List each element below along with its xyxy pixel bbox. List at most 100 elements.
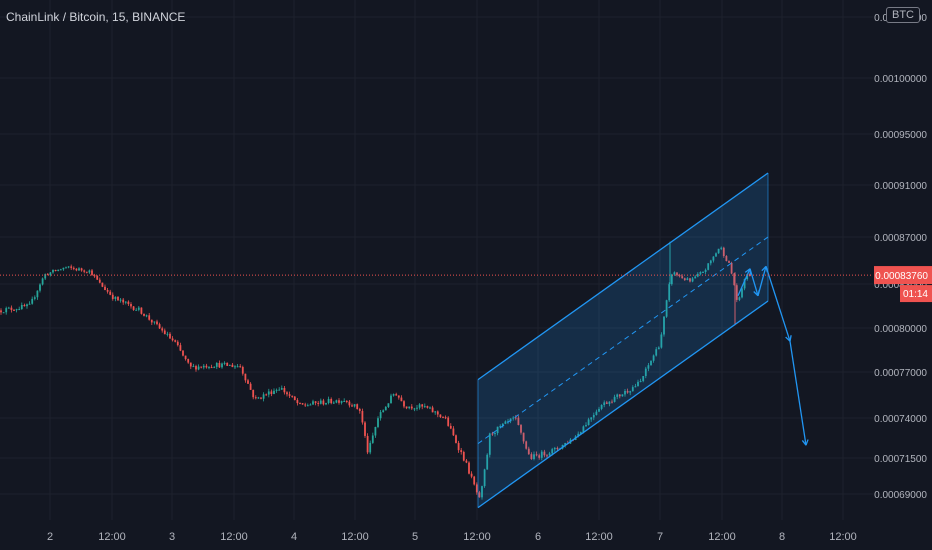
candle-body xyxy=(683,278,686,281)
y-tick-label: 0.00100000 xyxy=(874,74,927,85)
y-tick-label: 0.00087000 xyxy=(874,233,927,244)
candle-body xyxy=(182,350,184,356)
candle-body xyxy=(273,390,275,395)
candle-body xyxy=(696,273,699,277)
candle-body xyxy=(642,376,645,382)
candle-body xyxy=(306,405,309,407)
forecast-arrowhead xyxy=(801,440,807,446)
candle-body xyxy=(709,260,712,264)
candle-body xyxy=(613,396,616,402)
candle-body xyxy=(390,395,392,404)
candle-body xyxy=(54,269,57,272)
candle-body xyxy=(452,428,455,436)
candle-body xyxy=(325,403,327,405)
candle-body xyxy=(520,425,522,433)
candle-body xyxy=(312,401,314,405)
candle-body xyxy=(715,253,717,257)
candle-body xyxy=(301,403,304,405)
candle-body xyxy=(153,321,156,323)
x-tick-label: 3 xyxy=(169,531,175,543)
candle-body xyxy=(91,270,93,276)
candle-body xyxy=(535,454,538,456)
time-axis[interactable]: 2 12:00 3 12:00 4 12:00 5 12:00 6 12:00 7 12:00 8 12:… xyxy=(0,520,932,550)
candle-body xyxy=(101,282,104,287)
candle-body xyxy=(117,296,119,301)
current-price-value: 0.00083760 xyxy=(875,271,928,282)
channel-lower-line[interactable] xyxy=(477,300,769,509)
candle-body xyxy=(148,315,151,320)
candle-body xyxy=(434,411,437,413)
currency-button[interactable]: BTC xyxy=(886,7,920,23)
candle-body xyxy=(93,275,96,277)
candle-body xyxy=(322,400,325,405)
candle-body xyxy=(171,338,174,341)
forecast-arrowhead xyxy=(753,291,759,297)
candle-body xyxy=(449,425,452,429)
candle-body xyxy=(725,256,728,262)
candle-body xyxy=(551,449,554,454)
candle-body xyxy=(361,410,364,423)
candle-body xyxy=(712,256,715,261)
candle-body xyxy=(478,492,481,498)
candle-body xyxy=(356,404,359,409)
candle-body xyxy=(202,365,205,368)
candle-body xyxy=(418,404,421,408)
forecast-segment[interactable] xyxy=(757,266,767,296)
forecast-segment[interactable] xyxy=(765,266,791,342)
candle-body xyxy=(226,362,229,366)
candle-body xyxy=(345,400,348,402)
candle-body xyxy=(748,274,751,277)
candle-body xyxy=(527,448,530,455)
candle-body xyxy=(78,268,80,271)
candle-body xyxy=(197,366,200,370)
candle-body xyxy=(98,279,101,283)
candle-body xyxy=(283,388,286,393)
candle-body xyxy=(611,401,613,403)
candle-body xyxy=(270,391,273,395)
candle-body xyxy=(543,451,546,456)
candle-body xyxy=(286,392,288,395)
x-tick-label: 7 xyxy=(657,531,663,543)
candle-body xyxy=(395,394,398,396)
candle-body xyxy=(577,433,580,437)
candle-body xyxy=(663,316,665,335)
candle-body xyxy=(608,401,611,404)
candle-body xyxy=(371,435,374,443)
forecast-segment[interactable] xyxy=(737,268,751,296)
candle-body xyxy=(722,247,725,257)
candle-body xyxy=(650,360,652,366)
candle-body xyxy=(88,270,91,273)
candle-body xyxy=(436,411,439,415)
candle-body xyxy=(267,391,270,395)
candle-body xyxy=(670,274,673,285)
candle-body xyxy=(499,426,502,428)
candle-body xyxy=(504,421,507,424)
candle-body xyxy=(161,328,164,331)
candle-body xyxy=(231,364,234,368)
candle-body xyxy=(59,269,62,271)
candle-body xyxy=(187,359,190,363)
candle-body xyxy=(410,406,413,409)
candle-body xyxy=(743,279,746,289)
candle-body xyxy=(278,389,281,391)
candle-body xyxy=(585,425,587,427)
channel-upper-line[interactable] xyxy=(477,172,769,381)
candle-body xyxy=(455,435,457,443)
symbol-title[interactable]: ChainLink / Bitcoin, 15, BINANCE xyxy=(6,10,186,24)
candle-body xyxy=(140,307,143,314)
candle-body xyxy=(525,441,528,449)
candle-body xyxy=(130,304,132,307)
candle-body xyxy=(23,304,26,307)
candle-body xyxy=(137,307,140,310)
candle-body xyxy=(481,486,483,498)
forecast-segment[interactable] xyxy=(789,341,807,446)
candle-body xyxy=(114,296,117,299)
y-tick-label: 0.00074000 xyxy=(874,414,927,425)
candle-body xyxy=(80,268,83,271)
candlestick-series xyxy=(0,241,751,500)
candle-body xyxy=(309,404,312,406)
candle-body xyxy=(150,319,153,323)
forecast-segment[interactable] xyxy=(749,268,759,296)
candle-body xyxy=(728,261,730,263)
